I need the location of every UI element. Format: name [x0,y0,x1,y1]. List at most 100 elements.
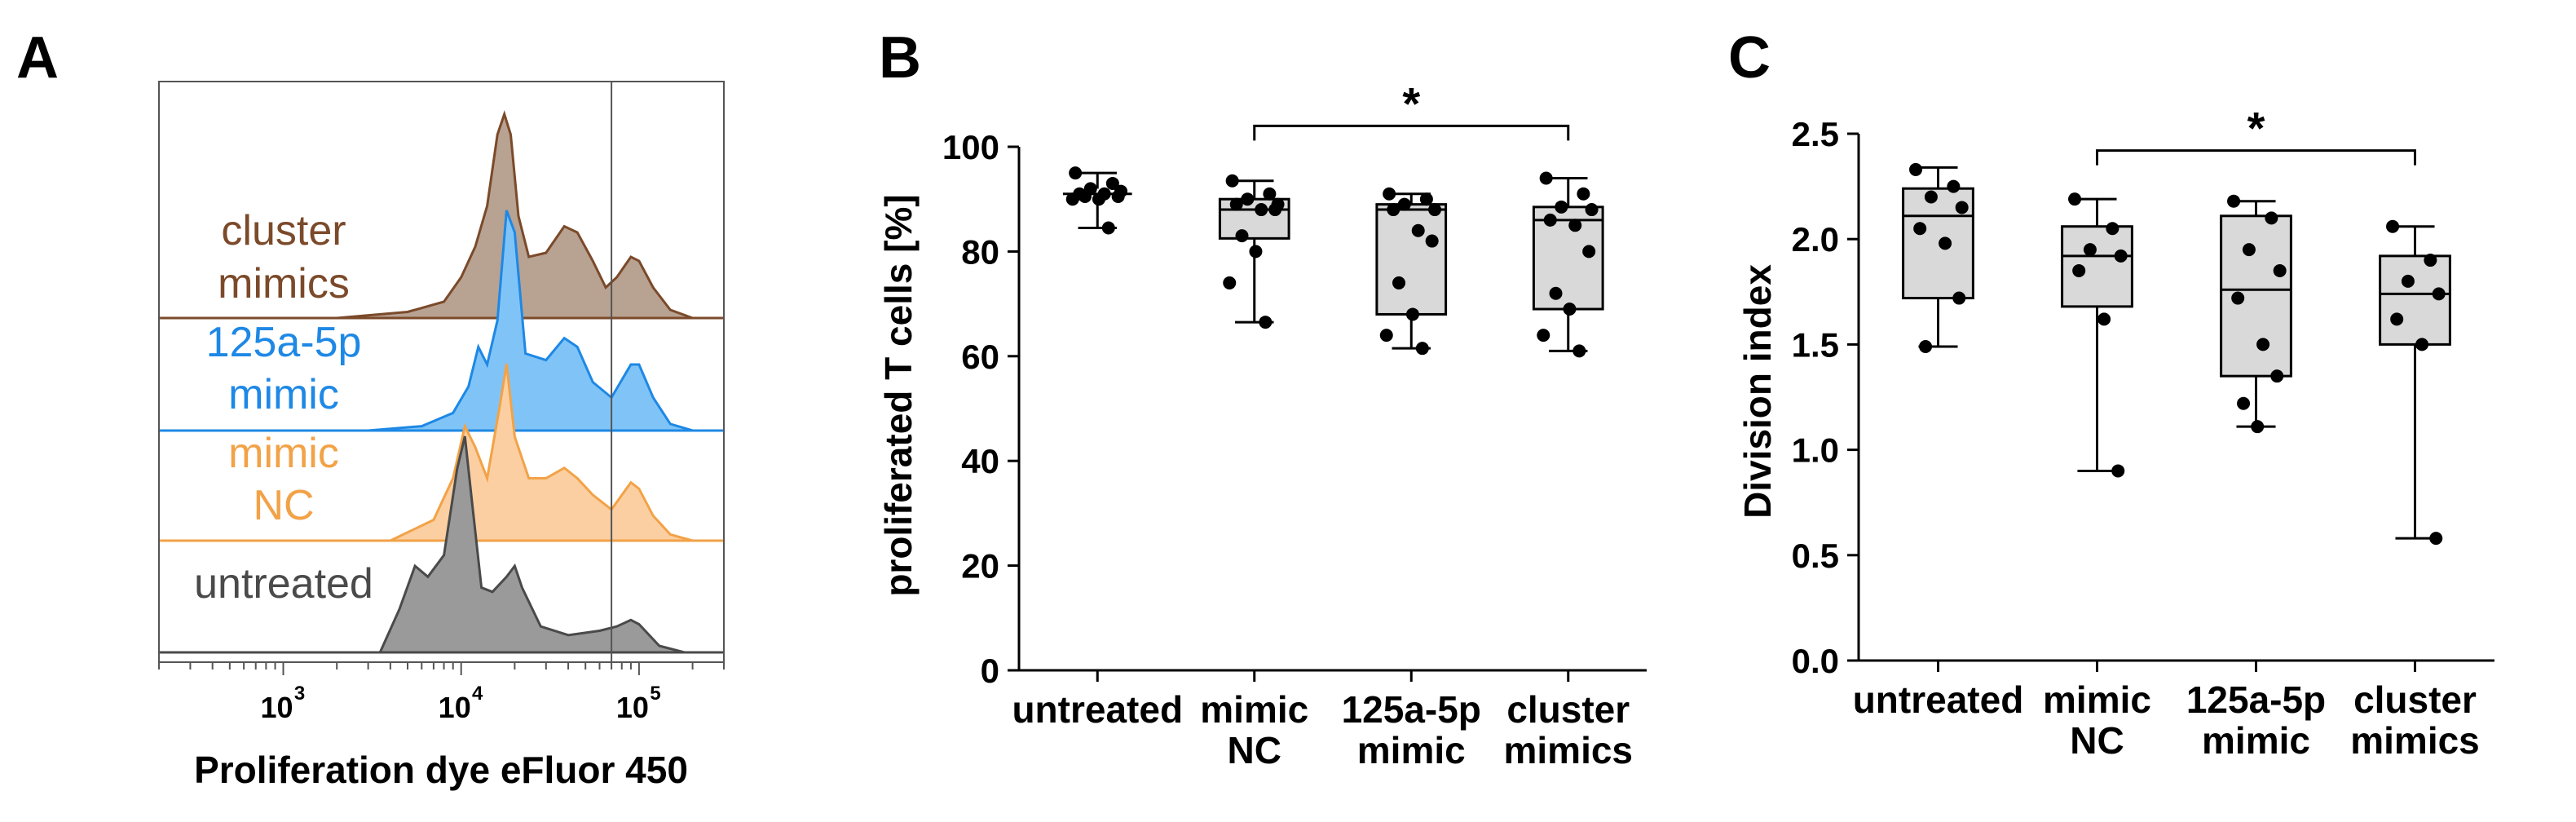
b-box-3 [1532,206,1604,311]
b-data-point [1577,187,1590,201]
c-data-point [2114,249,2128,263]
b-y-tick-label-5: 100 [942,128,999,166]
a-track-label-0-0: cluster [221,207,346,254]
b-category-label-2-1: mimic [1357,729,1466,771]
b-category-label-0-0: untreated [1012,688,1183,731]
c-data-point [2415,338,2429,351]
b-data-point [1549,286,1563,300]
c-data-point [2251,420,2265,434]
b-data-point [1235,229,1249,243]
b-data-point [1225,174,1239,188]
a-x-tick-label-0: 10 [260,691,293,724]
b-data-point [1259,316,1273,329]
b-category-labels: untreated mimicNC125a-5pmimicclustermimic… [1012,688,1633,771]
c-data-point [2401,274,2415,288]
b-box-2 [1375,203,1448,316]
b-data-point [1425,234,1439,248]
panel-letter-c: C [1728,25,1771,91]
c-data-point [2429,532,2443,546]
b-y-tick-label-3: 60 [961,338,999,376]
b-data-point [1263,187,1277,201]
b-data-point [1379,329,1393,342]
b-data-point [1241,192,1255,206]
b-data-point [1092,192,1105,206]
c-data-point [2083,243,2097,257]
c-y-tick-label-3: 1.5 [1792,325,1839,364]
b-y-tick-label-2: 40 [961,442,999,480]
b-significance-bracket: * [1253,77,1570,141]
a-x-axis-title: Proliferation dye eFluor 450 [194,749,688,791]
a-track-labels: cluster mimics 125a-5p mimic mimic NC untreate… [194,207,373,608]
a-track-label-2-1: NC [253,482,314,529]
b-data-point [1387,203,1400,217]
a-plot-frame [158,81,725,663]
b-y-tick-label-0: 0 [981,652,999,690]
c-category-label-3-1: mimics [2350,719,2480,762]
b-data-point [1419,192,1433,206]
b-y-tick-label-1: 20 [961,547,999,586]
c-y-tick-label-4: 2.0 [1792,220,1839,259]
c-data-point [2242,243,2256,257]
c-data-point [2432,287,2446,301]
c-data-point [2386,219,2400,233]
c-data-point [1955,201,1969,214]
c-significance-bracket: * [2096,103,2416,166]
b-data-point [1069,166,1083,180]
b-data-point [1563,303,1577,316]
b-data-point [1405,307,1419,321]
b-data-point [1268,203,1282,217]
c-category-labels: untreated mimicNC125a-5pmimicclustermimic… [1853,678,2480,762]
c-data-point [1919,339,1933,353]
b-data-point [1397,197,1411,211]
b-data-point [1573,344,1586,358]
c-data-point [2424,254,2437,267]
b-data-point [1229,197,1243,211]
c-data-point [2097,312,2111,326]
c-data-point [2227,194,2241,208]
a-histogram-fill-0 [337,114,693,318]
a-histogram-fills [159,110,724,654]
c-data-point [2068,192,2082,206]
b-data-point [1415,342,1429,356]
c-data-point [1952,291,1966,305]
a-track-label-1-0: 125a-5p [206,319,362,366]
c-boxes [1902,162,2451,546]
b-boxes [1062,166,1604,358]
c-data-point [1913,222,1927,236]
c-y-tick-label-2: 1.0 [1792,431,1839,470]
a-track-label-0-1: mimics [218,260,350,307]
a-x-tick-exponent-1: 4 [472,683,483,705]
b-data-point [1568,219,1582,232]
c-data-point [2237,396,2251,410]
c-y-tick-label-5: 2.5 [1792,115,1839,153]
a-histogram-outline-0 [337,110,694,320]
b-data-point [1078,189,1092,203]
c-y-tick-label-1: 0.5 [1792,537,1839,575]
b-data-point [1065,192,1079,206]
c-significance-star: * [2247,103,2265,154]
c-data-point [2273,263,2287,277]
b-data-point [1101,221,1115,235]
b-data-point [1539,171,1553,185]
c-y-tick-label-0: 0.0 [1792,642,1839,680]
c-box-1 [2061,225,2133,308]
a-track-label-3-0: untreated [194,560,373,608]
c-y-axis-title: Division index [1736,264,1779,519]
b-data-point [1111,189,1125,203]
c-data-point [2390,312,2404,326]
b-y-tick-label-4: 80 [961,232,999,271]
panel-letter-b: B [879,25,921,91]
a-x-tick-exponent-0: 3 [294,683,305,705]
c-data-point [1939,236,1952,250]
c-data-point [2231,291,2245,305]
c-category-label-2-0: 125a-5p [2186,678,2326,721]
b-data-point [1223,276,1237,289]
a-histogram-outline-3 [378,435,685,654]
a-x-tick-label-1: 10 [439,691,471,724]
c-category-label-0-0: untreated [1853,678,2024,721]
b-data-point [1255,203,1268,217]
c-category-label-3-0: cluster [2353,678,2477,721]
a-x-tick-label-2: 10 [616,691,649,724]
b-data-point [1543,213,1557,227]
